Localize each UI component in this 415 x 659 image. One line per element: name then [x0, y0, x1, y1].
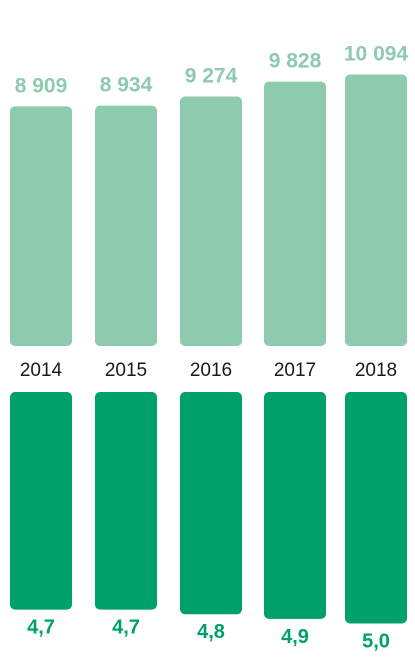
year-label-2018: 2018 [355, 360, 397, 381]
bottom-bar-2016 [180, 392, 242, 614]
bottom-bar-2014 [10, 392, 72, 610]
bottom-value-label-2018: 5,0 [362, 631, 390, 653]
year-label-2017: 2017 [274, 360, 316, 381]
year-label-2016: 2016 [190, 360, 232, 381]
bottom-value-labels: 4,7 4,7 4,8 4,9 5,0 [27, 617, 390, 653]
top-bar-series [10, 74, 407, 346]
bottom-bar-2017 [264, 392, 326, 619]
top-value-label-2015: 8 934 [100, 74, 153, 97]
bottom-bar-series [10, 392, 407, 624]
top-bar-2014 [10, 106, 72, 346]
top-bar-2017 [264, 82, 326, 346]
bottom-value-label-2014: 4,7 [27, 617, 55, 639]
top-bar-2018 [345, 74, 407, 346]
bottom-bar-2015 [95, 392, 157, 610]
bottom-value-label-2017: 4,9 [281, 626, 309, 648]
top-value-label-2016: 9 274 [185, 65, 238, 88]
top-value-label-2018: 10 094 [344, 42, 409, 65]
year-label-2015: 2015 [105, 360, 147, 381]
bottom-value-label-2016: 4,8 [197, 621, 225, 643]
year-label-2014: 2014 [20, 360, 63, 381]
top-value-label-2014: 8 909 [15, 74, 68, 97]
bottom-value-label-2015: 4,7 [112, 617, 140, 639]
top-bar-2016 [180, 97, 242, 346]
bottom-bar-2018 [345, 392, 407, 624]
year-axis: 2014 2015 2016 2017 2018 [20, 360, 397, 381]
top-bar-2015 [95, 106, 157, 346]
top-value-label-2017: 9 828 [269, 50, 322, 73]
